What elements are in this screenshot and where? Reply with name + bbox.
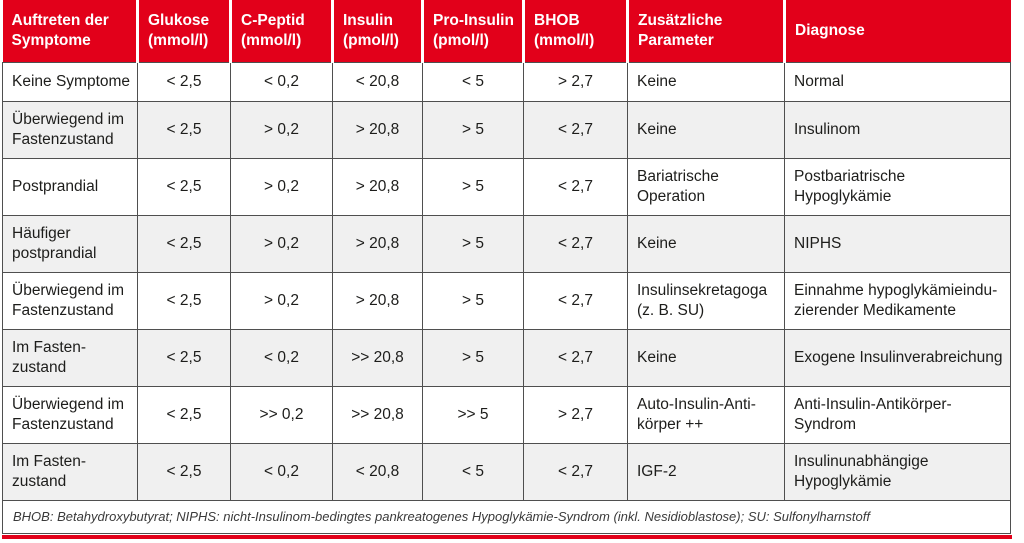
- cell-diagnose: Normal: [784, 61, 1011, 102]
- col-header-zusaetzliche-parameter: Zusätzliche Parameter: [626, 0, 785, 62]
- cell-parameter: Keine: [627, 328, 785, 387]
- cell-symptome: Im Fasten- zustand: [2, 442, 138, 501]
- cell-c-peptid: > 0,2: [230, 271, 333, 330]
- cell-diagnose: Postbariatrische Hypoglykämie: [784, 157, 1011, 216]
- cell-glukose: < 2,5: [137, 385, 231, 444]
- cell-bhob: > 2,7: [523, 61, 628, 102]
- table-row-medikamente: Überwiegend im Fastenzustand < 2,5 > 0,2…: [2, 271, 1011, 330]
- table-body: Keine Symptome < 2,5 < 0,2 < 20,8 < 5 > …: [2, 61, 1011, 501]
- cell-pro-insulin: > 5: [422, 157, 524, 216]
- cell-parameter: Insulinsekretagoga (z. B. SU): [627, 271, 785, 330]
- cell-glukose: < 2,5: [137, 271, 231, 330]
- cell-parameter: Keine: [627, 61, 785, 102]
- table-row-keine-symptome: Keine Symptome < 2,5 < 0,2 < 20,8 < 5 > …: [2, 61, 1011, 102]
- header-row: Auftreten der Symptome Glukose (mmol/l) …: [2, 0, 1011, 62]
- cell-c-peptid: < 0,2: [230, 328, 333, 387]
- cell-glukose: < 2,5: [137, 100, 231, 159]
- table-row-insulinunabhaengige-hypoglykaemie: Im Fasten- zustand < 2,5 < 0,2 < 20,8 < …: [2, 442, 1011, 501]
- col-header-bhob: BHOB (mmol/l): [522, 0, 628, 62]
- table-row-exogene-insulinverabreichung: Im Fasten- zustand < 2,5 < 0,2 >> 20,8 >…: [2, 328, 1011, 387]
- cell-diagnose: Einnahme hypoglykämieindu- zierender Med…: [784, 271, 1011, 330]
- cell-diagnose: Exogene Insulinverabreichung: [784, 328, 1011, 387]
- cell-insulin: < 20,8: [332, 442, 423, 501]
- cell-parameter: IGF-2: [627, 442, 785, 501]
- cell-symptome: Überwiegend im Fastenzustand: [2, 100, 138, 159]
- cell-glukose: < 2,5: [137, 328, 231, 387]
- cell-bhob: < 2,7: [523, 328, 628, 387]
- cell-insulin: >> 20,8: [332, 328, 423, 387]
- table-row-niphs: Häufiger postprandial < 2,5 > 0,2 > 20,8…: [2, 214, 1011, 273]
- cell-pro-insulin: < 5: [422, 442, 524, 501]
- cell-parameter: Keine: [627, 214, 785, 273]
- cell-symptome: Postprandial: [2, 157, 138, 216]
- hypoglycemia-diagnosis-table: Auftreten der Symptome Glukose (mmol/l) …: [2, 0, 1011, 534]
- cell-diagnose: Insulinunabhängige Hypoglykämie: [784, 442, 1011, 501]
- cell-insulin: > 20,8: [332, 100, 423, 159]
- cell-parameter: Auto-Insulin-Anti- körper ++: [627, 385, 785, 444]
- cell-pro-insulin: > 5: [422, 271, 524, 330]
- footnote: BHOB: Betahydroxybutyrat; NIPHS: nicht-I…: [2, 499, 1011, 534]
- cell-insulin: > 20,8: [332, 214, 423, 273]
- cell-glukose: < 2,5: [137, 442, 231, 501]
- cell-diagnose: Insulinom: [784, 100, 1011, 159]
- cell-insulin: < 20,8: [332, 61, 423, 102]
- cell-bhob: < 2,7: [523, 442, 628, 501]
- cell-insulin: > 20,8: [332, 157, 423, 216]
- bottom-accent-bar: [2, 534, 1012, 539]
- cell-symptome: Überwiegend im Fastenzustand: [2, 271, 138, 330]
- table-header: Auftreten der Symptome Glukose (mmol/l) …: [2, 0, 1011, 62]
- cell-bhob: < 2,7: [523, 271, 628, 330]
- cell-c-peptid: > 0,2: [230, 214, 333, 273]
- col-header-insulin: Insulin (pmol/l): [331, 0, 423, 62]
- cell-c-peptid: > 0,2: [230, 157, 333, 216]
- cell-parameter: Keine: [627, 100, 785, 159]
- cell-glukose: < 2,5: [137, 157, 231, 216]
- cell-symptome: Im Fasten- zustand: [2, 328, 138, 387]
- cell-insulin: > 20,8: [332, 271, 423, 330]
- cell-c-peptid: < 0,2: [230, 61, 333, 102]
- table-row-antikoerper-syndrom: Überwiegend im Fastenzustand < 2,5 >> 0,…: [2, 385, 1011, 444]
- cell-bhob: < 2,7: [523, 100, 628, 159]
- col-header-auftreten-der-symptome: Auftreten der Symptome: [2, 0, 138, 62]
- col-header-diagnose: Diagnose: [783, 0, 1011, 62]
- cell-diagnose: NIPHS: [784, 214, 1011, 273]
- cell-insulin: >> 20,8: [332, 385, 423, 444]
- cell-pro-insulin: > 5: [422, 214, 524, 273]
- cell-glukose: < 2,5: [137, 61, 231, 102]
- cell-bhob: < 2,7: [523, 157, 628, 216]
- cell-c-peptid: > 0,2: [230, 100, 333, 159]
- cell-pro-insulin: >> 5: [422, 385, 524, 444]
- col-header-glukose: Glukose (mmol/l): [136, 0, 231, 62]
- cell-parameter: Bariatrische Operation: [627, 157, 785, 216]
- cell-c-peptid: >> 0,2: [230, 385, 333, 444]
- cell-bhob: < 2,7: [523, 214, 628, 273]
- cell-pro-insulin: < 5: [422, 61, 524, 102]
- table-footer: BHOB: Betahydroxybutyrat; NIPHS: nicht-I…: [2, 499, 1011, 534]
- cell-diagnose: Anti-Insulin-Antikörper-Syndrom: [784, 385, 1011, 444]
- cell-pro-insulin: > 5: [422, 100, 524, 159]
- col-header-c-peptid: C-Peptid (mmol/l): [229, 0, 333, 62]
- cell-glukose: < 2,5: [137, 214, 231, 273]
- cell-symptome: Häufiger postprandial: [2, 214, 138, 273]
- cell-pro-insulin: > 5: [422, 328, 524, 387]
- cell-c-peptid: < 0,2: [230, 442, 333, 501]
- col-header-pro-insulin: Pro-Insulin (pmol/l): [421, 0, 524, 62]
- footnote-row: BHOB: Betahydroxybutyrat; NIPHS: nicht-I…: [2, 499, 1011, 534]
- cell-symptome: Keine Symptome: [2, 61, 138, 102]
- table-row-postbariatrische-hypoglykaemie: Postprandial < 2,5 > 0,2 > 20,8 > 5 < 2,…: [2, 157, 1011, 216]
- table-row-insulinom: Überwiegend im Fastenzustand < 2,5 > 0,2…: [2, 100, 1011, 159]
- cell-bhob: > 2,7: [523, 385, 628, 444]
- cell-symptome: Überwiegend im Fastenzustand: [2, 385, 138, 444]
